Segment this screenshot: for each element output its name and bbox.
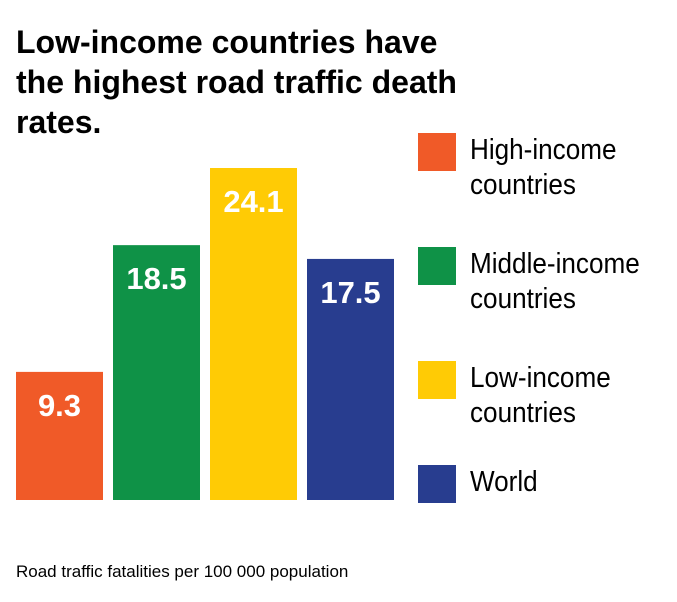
legend-label: Middle-income countries [470,248,640,315]
bar-value-label: 17.5 [320,275,380,310]
bar-value-label: 9.3 [38,388,81,423]
bar-world [307,258,394,500]
legend-swatch [418,247,456,285]
legend-swatch [418,133,456,171]
legend-swatch [418,361,456,399]
bar-value-label: 24.1 [223,184,283,219]
legend-swatch [418,465,456,503]
bar-value-label: 18.5 [126,261,186,296]
legend-label: World [470,466,538,498]
chart-title: Low-income countries have the highest ro… [16,24,457,140]
bar-low-income-countries [210,168,297,500]
legend-label: Low-income countries [470,362,611,429]
footnote: Road traffic fatalities per 100 000 popu… [16,562,349,581]
legend-label: High-income countries [470,134,617,201]
bar-high-income-countries [16,371,103,500]
bar-middle-income-countries [113,245,200,500]
